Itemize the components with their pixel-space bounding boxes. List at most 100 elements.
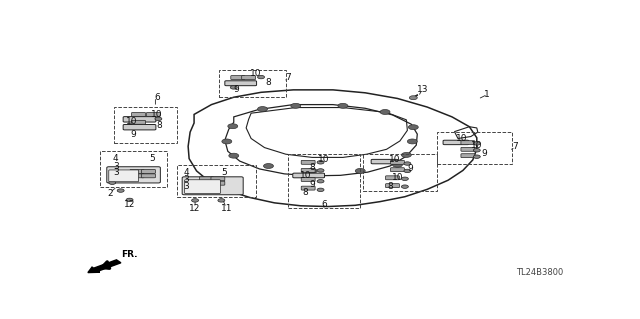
Text: 9: 9 [481, 149, 487, 158]
Circle shape [408, 125, 419, 130]
FancyBboxPatch shape [130, 169, 144, 174]
FancyBboxPatch shape [132, 113, 145, 116]
FancyBboxPatch shape [141, 174, 156, 178]
FancyBboxPatch shape [385, 176, 399, 180]
Text: 6: 6 [154, 93, 160, 102]
Circle shape [404, 169, 411, 173]
Circle shape [355, 168, 365, 174]
Bar [288, 154, 360, 208]
Text: 3: 3 [113, 161, 118, 171]
Circle shape [401, 185, 408, 188]
FancyBboxPatch shape [390, 160, 404, 164]
FancyBboxPatch shape [141, 169, 156, 174]
Text: 10: 10 [389, 155, 401, 164]
FancyBboxPatch shape [123, 117, 156, 122]
Text: 2: 2 [107, 189, 113, 197]
Circle shape [474, 149, 480, 152]
Text: 12: 12 [189, 204, 201, 213]
Text: 7: 7 [285, 73, 291, 82]
FancyBboxPatch shape [301, 160, 315, 164]
Text: 3: 3 [184, 175, 189, 184]
Text: 9: 9 [407, 165, 413, 174]
Circle shape [155, 117, 162, 121]
Circle shape [338, 103, 348, 108]
Text: 8: 8 [266, 78, 271, 87]
Text: 9: 9 [131, 130, 136, 138]
FancyBboxPatch shape [200, 181, 213, 185]
Text: 9: 9 [234, 85, 239, 94]
Text: 8: 8 [157, 121, 162, 130]
FancyBboxPatch shape [109, 170, 138, 182]
Circle shape [317, 188, 324, 191]
Circle shape [191, 199, 198, 202]
Circle shape [401, 152, 412, 157]
FancyBboxPatch shape [292, 173, 324, 178]
FancyBboxPatch shape [461, 154, 475, 158]
Circle shape [408, 139, 417, 144]
Text: 10: 10 [300, 171, 312, 180]
Text: 10: 10 [151, 110, 163, 119]
FancyBboxPatch shape [107, 167, 161, 183]
Text: 5: 5 [149, 154, 155, 163]
FancyBboxPatch shape [200, 177, 213, 181]
FancyBboxPatch shape [461, 141, 475, 145]
Text: 12: 12 [124, 200, 135, 209]
Text: 10: 10 [471, 141, 483, 150]
Circle shape [410, 96, 417, 100]
Circle shape [264, 164, 273, 168]
Circle shape [307, 168, 317, 174]
Text: 11: 11 [221, 204, 232, 213]
Text: 4: 4 [184, 168, 189, 177]
Text: 3: 3 [184, 182, 189, 191]
Circle shape [380, 109, 390, 115]
Text: 10: 10 [456, 135, 468, 144]
Circle shape [228, 124, 237, 129]
Bar [177, 165, 256, 197]
FancyBboxPatch shape [371, 160, 398, 164]
FancyBboxPatch shape [130, 174, 144, 178]
Text: 3: 3 [113, 168, 118, 177]
Text: 5: 5 [221, 168, 227, 177]
Text: 9: 9 [309, 180, 315, 189]
Text: 10: 10 [392, 173, 403, 182]
FancyBboxPatch shape [390, 168, 404, 172]
Circle shape [474, 155, 480, 159]
FancyBboxPatch shape [443, 140, 469, 145]
Circle shape [317, 180, 324, 183]
Circle shape [257, 75, 264, 79]
Text: 1: 1 [484, 90, 490, 99]
Text: 8: 8 [303, 188, 308, 197]
FancyBboxPatch shape [132, 120, 145, 124]
Text: 4: 4 [113, 154, 118, 163]
Circle shape [404, 162, 411, 165]
FancyBboxPatch shape [182, 177, 243, 195]
Bar [437, 132, 511, 164]
FancyBboxPatch shape [385, 184, 399, 188]
Circle shape [401, 177, 408, 181]
FancyBboxPatch shape [231, 76, 244, 79]
FancyBboxPatch shape [123, 124, 156, 130]
Circle shape [109, 181, 116, 184]
Circle shape [117, 189, 124, 192]
FancyBboxPatch shape [225, 81, 257, 86]
Text: FR.: FR. [121, 250, 138, 259]
Circle shape [228, 153, 239, 158]
Text: 10: 10 [318, 155, 330, 164]
Bar [363, 154, 437, 190]
Text: TL24B3800: TL24B3800 [516, 268, 564, 277]
Circle shape [222, 139, 232, 144]
FancyBboxPatch shape [242, 76, 255, 79]
Circle shape [230, 86, 237, 89]
Text: 7: 7 [513, 142, 518, 151]
Circle shape [218, 199, 225, 202]
Text: 8: 8 [387, 182, 393, 191]
Text: 10: 10 [126, 117, 138, 126]
Circle shape [392, 162, 403, 167]
FancyBboxPatch shape [185, 180, 220, 194]
FancyBboxPatch shape [301, 168, 315, 172]
Text: 10: 10 [250, 70, 262, 78]
Circle shape [474, 142, 480, 145]
Text: 13: 13 [417, 85, 428, 94]
FancyBboxPatch shape [211, 177, 225, 181]
FancyBboxPatch shape [147, 113, 161, 116]
